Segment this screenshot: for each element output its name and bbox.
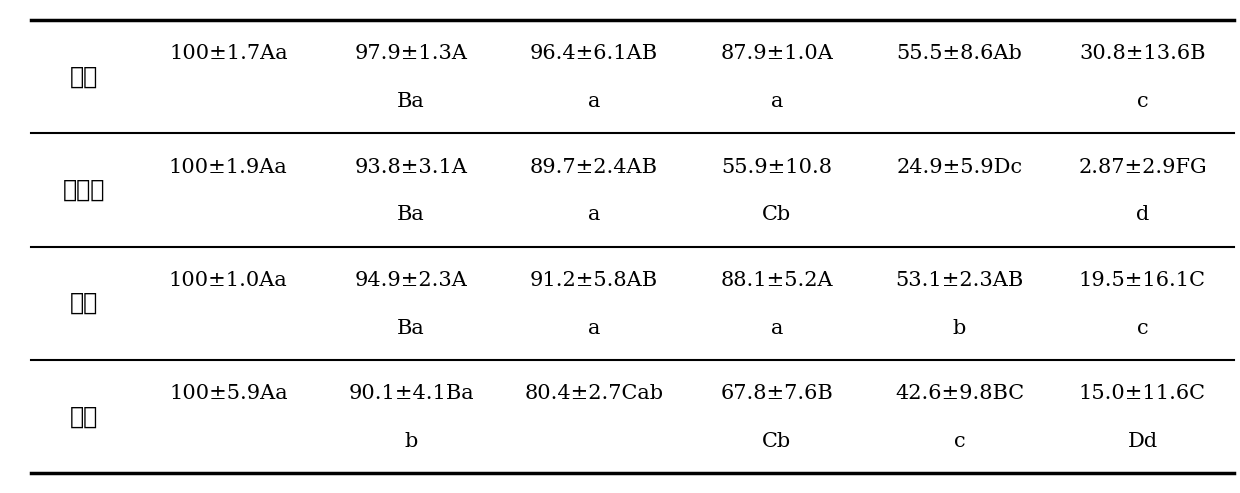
Text: 91.2±5.8AB: 91.2±5.8AB [529, 271, 658, 290]
Text: 94.9±2.3A: 94.9±2.3A [355, 271, 467, 290]
Text: 93.8±3.1A: 93.8±3.1A [355, 158, 467, 176]
Text: Cb: Cb [763, 205, 791, 224]
Text: c: c [1137, 92, 1148, 111]
Text: 80.4±2.7Cab: 80.4±2.7Cab [525, 385, 663, 403]
Text: 90.1±4.1Ba: 90.1±4.1Ba [348, 385, 474, 403]
Text: 100±1.9Aa: 100±1.9Aa [169, 158, 288, 176]
Text: 惊喜: 惊喜 [69, 291, 98, 315]
Text: 55.5±8.6Ab: 55.5±8.6Ab [897, 44, 1023, 63]
Text: 德宝: 德宝 [69, 65, 98, 88]
Text: Ba: Ba [397, 205, 425, 224]
Text: 赛迪: 赛迪 [69, 405, 98, 428]
Text: 100±5.9Aa: 100±5.9Aa [169, 385, 288, 403]
Text: 67.8±7.6B: 67.8±7.6B [720, 385, 833, 403]
Text: 19.5±16.1C: 19.5±16.1C [1079, 271, 1205, 290]
Text: 96.4±6.1AB: 96.4±6.1AB [529, 44, 658, 63]
Text: b: b [404, 432, 418, 451]
Text: Ba: Ba [397, 318, 425, 338]
Text: 53.1±2.3AB: 53.1±2.3AB [895, 271, 1024, 290]
Text: Cb: Cb [763, 432, 791, 451]
Text: 100±1.0Aa: 100±1.0Aa [169, 271, 288, 290]
Text: 24.9±5.9Dc: 24.9±5.9Dc [897, 158, 1023, 176]
Text: a: a [770, 318, 782, 338]
Text: Ba: Ba [397, 92, 425, 111]
Text: 97.9±1.3A: 97.9±1.3A [355, 44, 467, 63]
Text: 89.7±2.4AB: 89.7±2.4AB [529, 158, 658, 176]
Text: 87.9±1.0A: 87.9±1.0A [720, 44, 833, 63]
Text: 88.1±5.2A: 88.1±5.2A [720, 271, 833, 290]
Text: d: d [1136, 205, 1149, 224]
Text: a: a [588, 205, 600, 224]
Text: c: c [1137, 318, 1148, 338]
Text: 42.6±9.8BC: 42.6±9.8BC [895, 385, 1024, 403]
Text: 2.87±2.9FG: 2.87±2.9FG [1078, 158, 1207, 176]
Text: 30.8±13.6B: 30.8±13.6B [1079, 44, 1205, 63]
Text: a: a [588, 92, 600, 111]
Text: a: a [588, 318, 600, 338]
Text: 100±1.7Aa: 100±1.7Aa [169, 44, 288, 63]
Text: 15.0±11.6C: 15.0±11.6C [1079, 385, 1205, 403]
Text: Dd: Dd [1127, 432, 1157, 451]
Text: a: a [770, 92, 782, 111]
Text: 55.9±10.8: 55.9±10.8 [722, 158, 832, 176]
Text: 三得利: 三得利 [63, 178, 105, 202]
Text: b: b [952, 318, 966, 338]
Text: c: c [954, 432, 966, 451]
